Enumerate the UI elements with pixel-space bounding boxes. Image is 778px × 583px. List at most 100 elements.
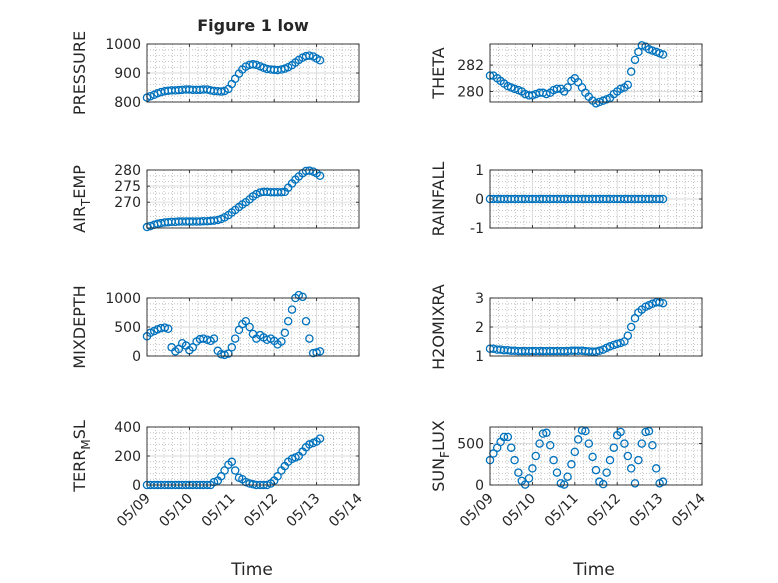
data-point (626, 464, 636, 473)
data-point (301, 316, 311, 326)
data-point (612, 339, 622, 349)
y-tick-label: 1000 (105, 37, 141, 53)
data-point (552, 84, 562, 94)
y-tick-label: 0 (132, 349, 141, 365)
data-point (630, 55, 640, 65)
data-series-pressure (142, 51, 325, 102)
y-tick-label: 282 (457, 58, 484, 74)
data-point (598, 479, 608, 489)
data-point (305, 51, 314, 60)
data-point (616, 427, 625, 437)
data-point (567, 460, 576, 469)
y-axis-label-main: PRESSURE (70, 31, 89, 115)
minor-grid (490, 170, 702, 228)
data-point (623, 331, 633, 340)
data-point (623, 451, 633, 461)
axes-box (489, 43, 703, 103)
data-point (199, 334, 208, 343)
data-point (658, 50, 668, 59)
data-point (626, 322, 636, 332)
data-point (315, 434, 325, 443)
subplot-terr-msl: 0 200 400 05/09 05/10 05/11 05/12 05/13 05/14 TER… (70, 420, 366, 530)
data-point (216, 87, 226, 96)
data-point (634, 47, 643, 57)
x-tick-label: 05/14 (326, 490, 366, 530)
data-point (648, 440, 657, 450)
data-point (209, 334, 219, 343)
data-point (277, 337, 286, 346)
data-point (641, 427, 650, 437)
x-tick-label: 05/09 (114, 491, 154, 531)
data-point (499, 432, 509, 442)
y-tick-label: 275 (114, 179, 141, 195)
data-point (305, 334, 314, 343)
x-tick-label: 05/09 (457, 491, 497, 531)
data-point (315, 347, 325, 356)
y-axis-label: RAINFALL (429, 162, 448, 237)
data-point (245, 322, 254, 332)
y-tick-label: 1 (475, 163, 484, 179)
data-point (616, 338, 625, 348)
minor-grid (147, 298, 359, 356)
data-point (506, 443, 516, 452)
y-tick-label: 200 (114, 449, 141, 465)
data-point (188, 343, 198, 352)
data-point (623, 80, 633, 90)
figure-title: Figure 1 low (197, 16, 309, 35)
data-point (273, 472, 282, 481)
data-point (634, 455, 643, 465)
data-point (581, 426, 590, 436)
data-point (510, 455, 519, 465)
y-tick-label: 0 (132, 478, 141, 494)
subplot-pressure: 800 900 1000 PRESSURE (70, 31, 360, 115)
data-point (552, 468, 562, 477)
data-point (209, 477, 219, 487)
y-axis-label-main: MIXDEPTH (70, 285, 89, 368)
data-point (252, 60, 261, 70)
data-point (298, 292, 307, 302)
axes-box (146, 169, 360, 229)
data-point (220, 350, 229, 360)
data-point (252, 189, 261, 199)
data-point (630, 479, 640, 488)
data-point (637, 439, 647, 448)
y-tick-label: 280 (457, 84, 484, 100)
y-axis-label: TERRMSL (70, 420, 93, 493)
y-axis-label-main: H2OMIXRA (429, 284, 448, 370)
y-axis-label: AIRTEMP (70, 165, 93, 233)
data-point (538, 429, 548, 438)
y-axis-label: THETA (429, 47, 448, 99)
subplot-mixdepth: 0 500 1000 MIXDEPTH (70, 285, 360, 369)
data-point (227, 457, 237, 467)
y-tick-label: 280 (114, 163, 141, 179)
x-tick-label: 05/11 (199, 491, 239, 531)
data-point (163, 324, 173, 333)
data-point (503, 432, 513, 442)
subplot-theta: 280 282 THETA (429, 41, 703, 108)
y-axis-label-suffix: LUX (429, 420, 448, 451)
data-point (609, 443, 619, 452)
data-point (545, 440, 555, 450)
y-tick-label: 500 (114, 320, 141, 336)
data-point (287, 305, 297, 314)
y-axis-label-main: AIR (70, 206, 89, 233)
data-series-theta (485, 41, 668, 108)
y-tick-label: 900 (114, 66, 141, 82)
x-tick-label: 05/10 (499, 491, 539, 531)
y-axis-label-subscript: F (438, 451, 452, 458)
y-tick-label: 1000 (105, 291, 141, 307)
data-point (655, 194, 664, 204)
y-axis-label-main: THETA (429, 47, 448, 99)
data-point (315, 55, 325, 65)
data-series-air-temp (142, 166, 325, 232)
data-point (563, 472, 572, 481)
y-tick-label: 270 (114, 195, 141, 211)
y-axis-label: MIXDEPTH (70, 285, 89, 368)
data-point (230, 334, 240, 343)
y-tick-label: 500 (457, 437, 484, 453)
y-tick-label: 0 (475, 192, 484, 208)
y-tick-label: 400 (114, 420, 141, 436)
y-axis-label: H2OMIXRA (429, 284, 448, 370)
subplot-h2omixra: 1 2 3 H2OMIXRA (429, 284, 703, 370)
